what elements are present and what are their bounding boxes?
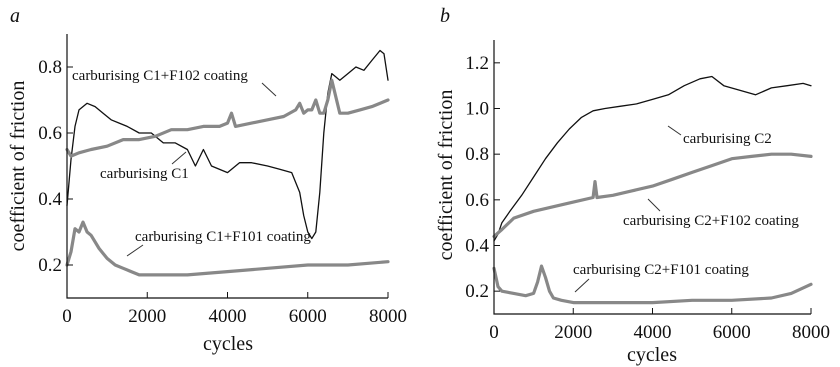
panel-a-x-tick-label: 0 — [62, 306, 72, 327]
annotation-c2: carburising C2 — [683, 131, 772, 147]
panel-b-y-tick-label: 1.0 — [465, 99, 489, 120]
panel-b-letter: b — [440, 5, 450, 27]
panel-a-series-3-line — [65, 220, 390, 277]
annotation-c1-arrow — [171, 151, 187, 165]
panel-a-x-ticks: 0 2000 4000 6000 8000 — [62, 292, 407, 327]
panel-b: b 0 2000 4000 6000 8000 0.2 0.4 0.6 0.8 1.0 1.2 c… — [435, 5, 830, 366]
panel-a-y-tick-label: 0.4 — [38, 189, 62, 210]
panel-a: a 0 2000 4000 6000 8000 0.20.40.60.8 cycles … — [7, 5, 407, 355]
panel-a-series-1-line — [66, 49, 389, 240]
panel-b-x-axis-label: cycles — [627, 344, 677, 366]
panel-b-x-ticks: 0 2000 4000 6000 8000 — [489, 308, 830, 343]
annotation-c1-f101-arrow — [126, 244, 144, 257]
annotation-c2-arrow — [667, 125, 682, 136]
annotation-c2-f102-arrow — [647, 198, 661, 212]
panel-b-x-tick-label: 0 — [489, 322, 499, 343]
panel-a-letter: a — [10, 5, 20, 27]
panel-a-x-tick-label: 6000 — [289, 306, 327, 327]
panel-b-x-tick-label: 8000 — [792, 322, 830, 343]
annotation-c2-f101-arrow — [574, 278, 590, 293]
panel-a-x-tick-label: 2000 — [128, 306, 166, 327]
panel-a-y-tick-label: 0.6 — [38, 123, 62, 144]
panel-a-y-tick-label: 0.2 — [38, 255, 62, 276]
panel-a-y-ticks: 0.2 0.4 0.6 0.8 — [38, 57, 73, 276]
annotation-c1-f102: carburising C1+F102 coating — [72, 68, 248, 84]
panel-a-marks — [65, 49, 390, 277]
panel-a-x-tick-label: 4000 — [209, 306, 247, 327]
panel-b-y-tick-label: 0.8 — [465, 144, 489, 165]
panel-b-series-2-line — [492, 152, 813, 238]
panel-b-y-tick-label: 0.6 — [465, 190, 489, 211]
panel-b-series-1-line — [493, 75, 812, 242]
annotation-c1-f102-arrow — [261, 82, 277, 97]
panel-b-y-tick-label: 0.4 — [465, 236, 489, 257]
panel-b-series-3-line — [492, 264, 813, 305]
panel-b-y-axis-label: coefficient of friction — [435, 90, 457, 261]
panel-a-y-axis-label: coefficient of friction — [7, 81, 29, 252]
panel-b-y-tick-label: 0.2 — [465, 281, 489, 302]
annotation-c1: carburising C1 — [100, 166, 189, 182]
panel-b-x-tick-label: 6000 — [713, 322, 751, 343]
panel-b-marks — [492, 75, 813, 305]
panel-b-x-tick-label: 2000 — [554, 322, 592, 343]
annotation-c1-f101: carburising C1+F101 coating — [135, 229, 311, 245]
panel-a-series-2-line — [65, 78, 390, 158]
panel-a-x-axis-label: cycles — [203, 333, 253, 355]
panel-b-x-tick-label: 4000 — [634, 322, 672, 343]
annotation-c2-f102: carburising C2+F102 coating — [623, 213, 799, 229]
annotation-c2-f101: carburising C2+F101 coating — [573, 262, 749, 278]
panel-a-x-tick-label: 8000 — [369, 306, 407, 327]
panel-a-y-tick-label: 0.8 — [38, 57, 62, 78]
panel-b-y-tick-label: 1.2 — [465, 53, 489, 74]
panel-b-y-ticks: 0.2 0.4 0.6 0.8 1.0 1.2 — [465, 53, 500, 302]
